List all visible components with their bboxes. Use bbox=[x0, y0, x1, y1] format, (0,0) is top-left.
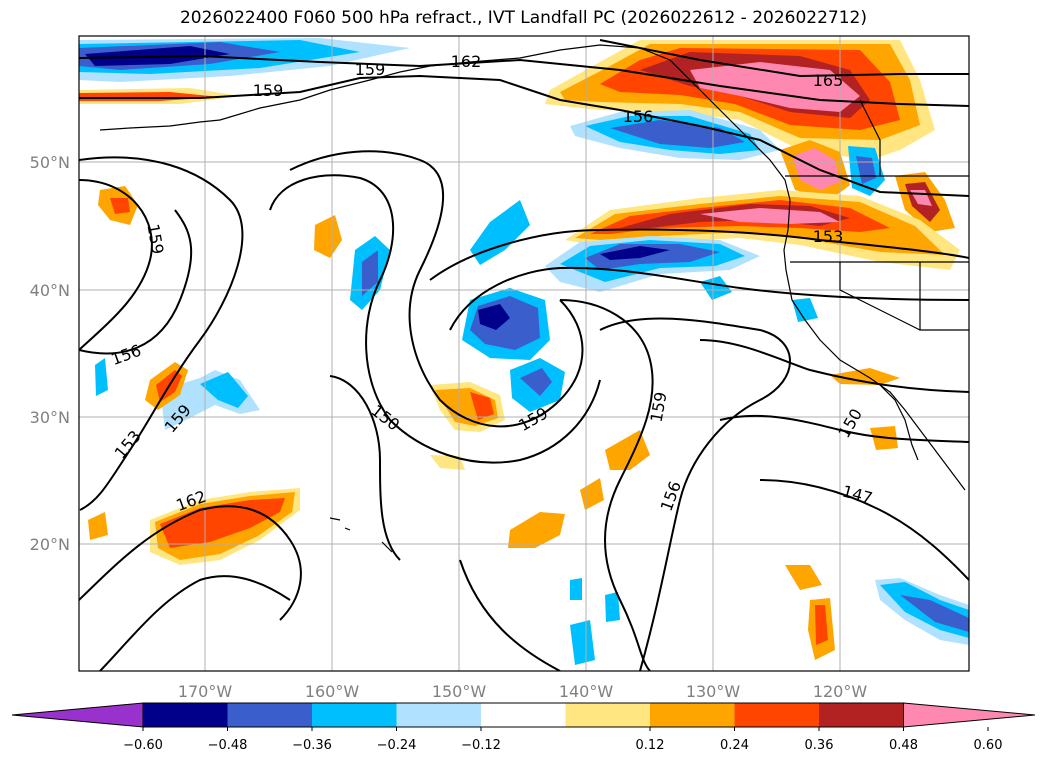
shade-blue-bc-core bbox=[856, 156, 876, 184]
shade-blue-n-low bbox=[470, 200, 530, 265]
shade-orange-17n bbox=[785, 565, 822, 590]
aleutians bbox=[99, 119, 221, 131]
map-title: 2026022400 F060 500 hPa refract., IVT La… bbox=[179, 8, 867, 28]
colorbar-swatch bbox=[565, 703, 650, 727]
map-frame bbox=[78, 35, 970, 672]
colorbar-arrow-right bbox=[903, 702, 1036, 728]
shade-red-31n bbox=[470, 392, 494, 420]
colorbar-swatch bbox=[734, 703, 819, 727]
shade-blue-low-dark bbox=[478, 304, 510, 330]
contour-153-west bbox=[79, 179, 153, 351]
contour-label: 159 bbox=[253, 81, 284, 100]
colorbar-tick-label: 0.24 bbox=[720, 738, 749, 753]
shade-blue-156-core bbox=[610, 120, 745, 148]
shade-blue-se-core bbox=[900, 595, 969, 632]
map-area: 159 162 159 156 165 153 159 156 153 159 … bbox=[79, 36, 969, 671]
contour-159-north bbox=[79, 74, 969, 197]
colorbar-swatch bbox=[396, 703, 481, 727]
colorbar-tick-label: 0.60 bbox=[974, 738, 1003, 753]
contour-label: 159 bbox=[355, 60, 386, 79]
colorbar-swatch bbox=[481, 703, 566, 727]
contour-165 bbox=[599, 39, 969, 78]
contour-ridge-2 bbox=[449, 266, 969, 331]
contour-label: 165 bbox=[813, 71, 844, 90]
lat-label: 20°N bbox=[30, 535, 70, 554]
contour-ridge-1 bbox=[429, 228, 969, 281]
colorbar-swatch bbox=[143, 703, 228, 727]
colorbar-tick-label: 0.36 bbox=[805, 738, 834, 753]
state-border-2 bbox=[839, 262, 921, 331]
lon-label: 130°W bbox=[686, 682, 741, 701]
lat-axis: 50°N 40°N 30°N 20°N bbox=[30, 153, 70, 554]
shade-blue-168w-mid bbox=[200, 372, 248, 408]
coast-alaska bbox=[219, 44, 786, 181]
shade-orange-bajac bbox=[830, 368, 900, 385]
hawaii bbox=[329, 517, 393, 553]
bc-border bbox=[859, 99, 881, 176]
shade-blue-142w bbox=[570, 578, 582, 600]
shade-orange-142w bbox=[508, 512, 565, 548]
contour-south-1 bbox=[79, 505, 302, 621]
contour-159-west bbox=[79, 209, 193, 355]
colorbar-tick-label: −0.48 bbox=[208, 738, 248, 753]
coast-baja bbox=[879, 384, 919, 461]
state-border-3 bbox=[919, 262, 969, 331]
shade-red-15n bbox=[815, 605, 828, 645]
shade-blue-176w bbox=[95, 358, 108, 396]
contour-south-3 bbox=[459, 559, 561, 671]
colorbar-tick-label: 0.12 bbox=[636, 738, 665, 753]
lat-label: 40°N bbox=[30, 281, 70, 300]
lon-label: 170°W bbox=[178, 682, 233, 701]
shade-orange-152w bbox=[430, 455, 465, 470]
contour-147 bbox=[759, 479, 969, 581]
contour-south-2 bbox=[99, 575, 291, 671]
colorbar-tick-label: −0.12 bbox=[461, 738, 501, 753]
shade-orange-160w bbox=[314, 215, 342, 258]
contour-label: 156 bbox=[623, 107, 654, 126]
shade-blue-low-b-core bbox=[520, 368, 552, 396]
shade-blue-137w bbox=[605, 592, 620, 622]
contour-trough-inner bbox=[269, 174, 601, 464]
contour-150 bbox=[329, 375, 401, 561]
contour-156-mid bbox=[599, 317, 791, 671]
lat-label: 50°N bbox=[30, 153, 70, 172]
colorbar-tick-label: −0.36 bbox=[292, 738, 332, 753]
colorbar-swatch bbox=[227, 703, 312, 727]
grid-lines bbox=[79, 36, 969, 671]
shade-blue-130w bbox=[700, 276, 732, 300]
lon-label: 160°W bbox=[305, 682, 360, 701]
colorbar-swatch bbox=[312, 703, 397, 727]
colorbar-frame bbox=[142, 702, 904, 728]
contour-153-east bbox=[699, 339, 969, 393]
lon-axis: 170°W 160°W 150°W 140°W 130°W 120°W bbox=[178, 682, 868, 701]
shade-red-176w bbox=[110, 198, 130, 214]
shade-blue-122w bbox=[792, 298, 818, 322]
colorbar-swatch bbox=[819, 703, 904, 727]
lon-label: 120°W bbox=[813, 682, 868, 701]
contour-156-big bbox=[79, 156, 244, 511]
contour-label: 153 bbox=[813, 227, 844, 246]
contour-lines bbox=[79, 39, 969, 671]
colorbar-tick-label: 0.48 bbox=[889, 738, 918, 753]
contour-162-top bbox=[79, 54, 969, 107]
colorbar: −0.60 −0.48 −0.36 −0.24 −0.12 0.12 0.24 0.36 0.4… bbox=[11, 702, 1036, 753]
contour-150-east bbox=[719, 414, 969, 443]
lon-label: 140°W bbox=[559, 682, 614, 701]
shade-orange-178w bbox=[88, 512, 108, 540]
contour-trough-outer bbox=[289, 150, 584, 428]
contour-159-mid bbox=[559, 299, 654, 671]
shaded-anomalies bbox=[79, 38, 969, 665]
colorbar-arrow-left bbox=[11, 702, 144, 728]
shade-blue-42n-dark bbox=[600, 246, 670, 260]
shade-blue-141w bbox=[570, 620, 595, 665]
colorbar-swatch bbox=[650, 703, 735, 727]
lon-label: 150°W bbox=[432, 682, 487, 701]
shade-blue-163w-core bbox=[362, 250, 378, 296]
colorbar-tick-label: −0.24 bbox=[377, 738, 417, 753]
colorbar-tick-label: −0.60 bbox=[123, 738, 163, 753]
contour-label: 162 bbox=[451, 52, 482, 71]
lat-label: 30°N bbox=[30, 408, 70, 427]
shade-pink-42n bbox=[700, 208, 840, 224]
